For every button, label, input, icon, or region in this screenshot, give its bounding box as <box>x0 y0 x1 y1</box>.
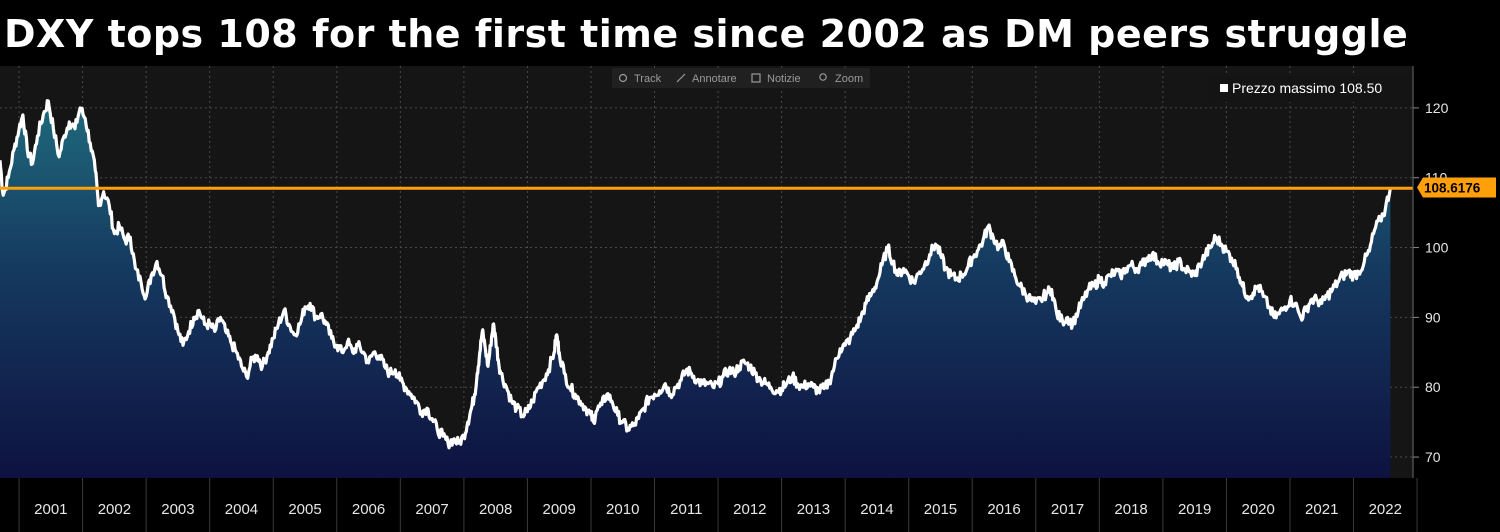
legend: Prezzo massimo 108.50 <box>1209 76 1409 102</box>
x-tick-label: 2006 <box>352 501 385 518</box>
pencil-icon <box>676 73 686 83</box>
news-icon <box>751 73 761 83</box>
chart-toolbar: Track Annotare Notizie Zoom <box>612 68 870 88</box>
toolbar-zoom-label: Zoom <box>835 73 863 85</box>
x-tick-label: 2004 <box>225 501 258 518</box>
y-tick-label: 120 <box>1425 100 1449 116</box>
x-tick-label: 2008 <box>479 501 512 518</box>
toolbar-track[interactable]: Track <box>618 73 662 85</box>
x-tick-label: 2019 <box>1178 501 1211 518</box>
x-tick-label: 2013 <box>797 501 830 518</box>
x-tick-label: 2022 <box>1369 501 1402 518</box>
x-tick-label: 2007 <box>415 501 448 518</box>
chart-area: Track Annotare Notizie Zoom Prezzo massi… <box>0 66 1500 532</box>
x-tick-label: 2002 <box>98 501 131 518</box>
legend-label: Prezzo massimo 108.50 <box>1232 80 1382 96</box>
x-axis-ticks: 2001 2002 2003 2004 2005 2006 2007 2008 2009 2010… <box>18 478 1418 532</box>
x-tick-label: 2021 <box>1305 501 1338 518</box>
x-tick-label: 2018 <box>1114 501 1147 518</box>
legend-swatch <box>1220 84 1228 92</box>
legend-box <box>1209 76 1409 102</box>
last-value-tag: 108.6176 <box>1417 177 1496 198</box>
x-axis-panel <box>0 478 1500 532</box>
series-line <box>0 99 1392 450</box>
toolbar-notizie-label: Notizie <box>767 73 801 85</box>
x-tick-label: 2016 <box>987 501 1020 518</box>
x-tick-label: 2009 <box>543 501 576 518</box>
x-tick-label: 2014 <box>860 501 893 518</box>
toolbar-annotare[interactable]: Annotare <box>676 73 737 85</box>
x-tick-label: 2012 <box>733 501 766 518</box>
y-tick-label: 90 <box>1425 309 1441 325</box>
title-bar: DXY tops 108 for the first time since 20… <box>0 0 1500 66</box>
toolbar-notizie[interactable]: Notizie <box>751 73 801 85</box>
y-tick-label: 70 <box>1425 449 1441 465</box>
toolbar-track-label: Track <box>634 73 662 85</box>
x-tick-label: 2005 <box>288 501 321 518</box>
toolbar-zoom[interactable]: Zoom <box>819 73 863 85</box>
y-tick-label: 80 <box>1425 379 1441 395</box>
series-area <box>0 100 1391 478</box>
y-axis-panel <box>1413 66 1500 478</box>
last-value-label: 108.6176 <box>1424 181 1481 196</box>
y-tick-label: 100 <box>1425 240 1449 256</box>
zoom-icon <box>819 73 827 81</box>
track-icon <box>618 73 628 83</box>
toolbar-annotare-label: Annotare <box>692 73 737 85</box>
toolbar-background <box>612 68 870 88</box>
x-tick-label: 2015 <box>924 501 957 518</box>
last-value-tag-shape <box>1417 177 1496 198</box>
x-tick-label: 2017 <box>1051 501 1084 518</box>
x-tick-label: 2010 <box>606 501 639 518</box>
x-tick-label: 2003 <box>161 501 194 518</box>
x-tick-label: 2011 <box>670 501 702 518</box>
x-tick-label: 2020 <box>1242 501 1275 518</box>
chart-title: DXY tops 108 for the first time since 20… <box>4 12 1409 56</box>
x-tick-label: 2001 <box>34 501 67 518</box>
